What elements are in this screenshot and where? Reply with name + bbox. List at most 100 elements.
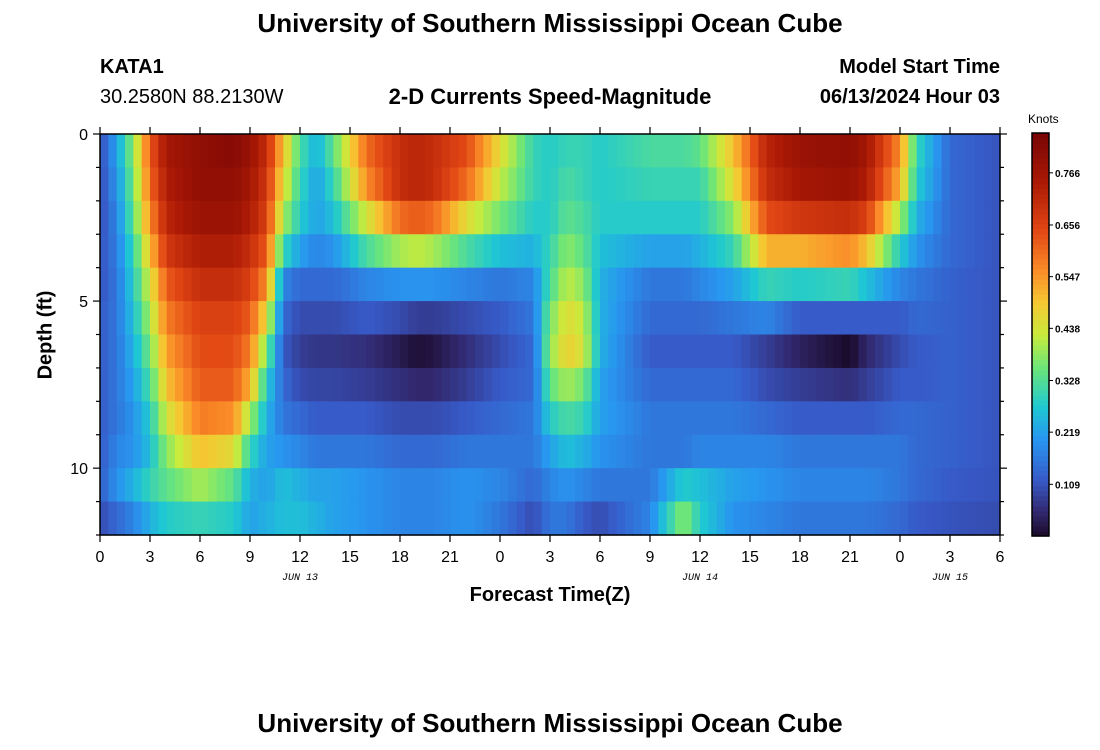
heatmap-cell	[575, 167, 584, 202]
heatmap-cell	[433, 434, 443, 469]
heatmap-cell	[483, 134, 493, 169]
colorbar-segment	[1032, 500, 1049, 507]
heatmap-cell	[408, 200, 418, 235]
heatmap-cell	[325, 334, 334, 369]
colorbar-segment	[1032, 218, 1049, 225]
heatmap-cell	[891, 334, 901, 369]
heatmap-cell	[958, 301, 968, 336]
heatmap-cell	[458, 468, 468, 503]
heatmap-cell	[508, 367, 518, 402]
heatmap-cell	[591, 401, 601, 436]
heatmap-cell	[641, 200, 651, 235]
heatmap-cell	[483, 234, 493, 269]
heatmap-cell	[841, 468, 851, 503]
heatmap-cell	[133, 434, 143, 469]
heatmap-cell	[641, 267, 651, 302]
x-tick-label: 6	[596, 549, 605, 566]
heatmap-cell	[425, 468, 434, 503]
heatmap-cell	[566, 301, 576, 336]
heatmap-cell	[991, 367, 1001, 402]
heatmap-cell	[591, 200, 601, 235]
heatmap-cell	[700, 367, 709, 402]
heatmap-cell	[675, 301, 684, 336]
heatmap-cell	[416, 167, 426, 202]
heatmap-cell	[975, 501, 984, 536]
colorbar-segment	[1032, 309, 1049, 315]
heatmap-cell	[583, 468, 593, 503]
colorbar-segment	[1032, 314, 1049, 320]
heatmap-cell	[441, 501, 451, 536]
heatmap-cell	[108, 334, 118, 369]
heatmap-cell	[458, 401, 468, 436]
heatmap-cell	[825, 401, 834, 436]
heatmap-cell	[883, 434, 893, 469]
heatmap-cell	[175, 200, 184, 235]
heatmap-cell	[416, 434, 426, 469]
heatmap-cell	[583, 367, 593, 402]
heatmap-cell	[775, 134, 784, 169]
heatmap-cell	[375, 434, 384, 469]
heatmap-cell	[908, 234, 918, 269]
heatmap-cell	[125, 167, 134, 202]
heatmap-cell	[275, 167, 284, 202]
heatmap-cell	[583, 200, 593, 235]
heatmap-cell	[500, 468, 509, 503]
heatmap-cell	[783, 167, 793, 202]
heatmap-cell	[741, 334, 751, 369]
heatmap-cell	[466, 334, 476, 369]
heatmap-cell	[158, 301, 168, 336]
heatmap-cell	[558, 468, 568, 503]
heatmap-cell	[116, 401, 126, 436]
heatmap-cell	[825, 468, 834, 503]
heatmap-cell	[708, 468, 718, 503]
heatmap-cell	[283, 234, 293, 269]
heatmap-cell	[333, 434, 343, 469]
heatmap-cell	[575, 234, 584, 269]
heatmap-cell	[491, 501, 501, 536]
heatmap-cell	[800, 334, 809, 369]
heatmap-cell	[766, 501, 776, 536]
heatmap-cell	[550, 367, 559, 402]
heatmap-cell	[391, 468, 401, 503]
heatmap-cell	[716, 301, 726, 336]
heatmap-cell	[525, 468, 534, 503]
heatmap-cell	[791, 468, 801, 503]
heatmap-cell	[658, 334, 668, 369]
heatmap-cell	[266, 200, 276, 235]
heatmap-cell	[808, 167, 818, 202]
heatmap-cell	[133, 401, 143, 436]
heatmap-cell	[900, 134, 909, 169]
heatmap-cell	[400, 334, 409, 369]
heatmap-cell	[616, 367, 626, 402]
heatmap-cell	[408, 134, 418, 169]
heatmap-cell	[700, 267, 709, 302]
heatmap-cell	[741, 401, 751, 436]
heatmap-cell	[575, 401, 584, 436]
heatmap-cell	[633, 334, 643, 369]
heatmap-cell	[133, 134, 143, 169]
heatmap-cell	[483, 301, 493, 336]
heatmap-cell	[125, 434, 134, 469]
heatmap-cell	[525, 334, 534, 369]
heatmap-cell	[800, 367, 809, 402]
heatmap-cell	[716, 334, 726, 369]
heatmap-cell	[233, 401, 243, 436]
heatmap-cell	[941, 301, 951, 336]
heatmap-cell	[225, 434, 234, 469]
heatmap-cell	[658, 468, 668, 503]
heatmap-cell	[841, 367, 851, 402]
heatmap-cell	[141, 134, 151, 169]
heatmap-cell	[975, 401, 984, 436]
heatmap-cell	[458, 334, 468, 369]
colorbar-segment	[1032, 460, 1049, 467]
heatmap-cell	[333, 501, 343, 536]
heatmap-cell	[916, 267, 926, 302]
heatmap-cell	[716, 434, 726, 469]
heatmap-cell	[108, 134, 118, 169]
heatmap-cell	[158, 134, 168, 169]
heatmap-cell	[516, 134, 526, 169]
heatmap-cell	[333, 234, 343, 269]
heatmap-cell	[216, 301, 226, 336]
heatmap-cell	[708, 501, 718, 536]
heatmap-cell	[866, 401, 876, 436]
